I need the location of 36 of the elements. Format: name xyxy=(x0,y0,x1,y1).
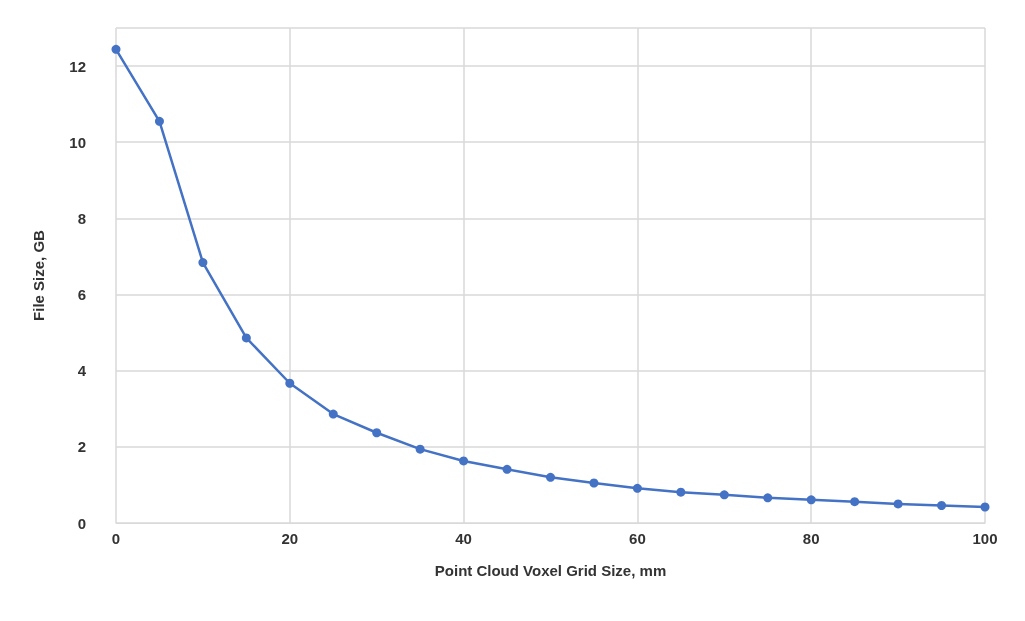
point xyxy=(893,499,903,509)
x-tick-label: 80 xyxy=(802,530,820,547)
y-axis-title: File Size, GB xyxy=(30,229,47,321)
point xyxy=(459,456,469,466)
point xyxy=(198,258,208,268)
y-tick-label: 0 xyxy=(77,514,86,532)
point xyxy=(546,472,555,482)
point xyxy=(328,409,338,419)
y-tick-label: 4 xyxy=(77,362,87,380)
x-tick-label: 60 xyxy=(629,530,646,547)
x-tick-label: 40 xyxy=(455,530,472,547)
point xyxy=(719,490,729,500)
y-tick-label: 10 xyxy=(69,133,86,151)
y-tick-label: 6 xyxy=(77,286,86,304)
point xyxy=(763,493,773,503)
x-tick-label: 100 xyxy=(972,530,998,547)
y-tick-label: 2 xyxy=(77,438,86,456)
point xyxy=(154,116,164,126)
point xyxy=(589,478,599,488)
x-tick-label: 20 xyxy=(281,530,299,547)
point xyxy=(502,464,512,474)
point xyxy=(806,495,816,505)
point xyxy=(850,497,860,507)
y-tick-label: 12 xyxy=(69,57,86,75)
point xyxy=(285,378,295,388)
point xyxy=(415,444,425,454)
x-axis-title: Point Cloud Voxel Grid Size, mm xyxy=(434,562,667,579)
point xyxy=(937,500,947,510)
point xyxy=(980,502,990,512)
point xyxy=(676,487,686,497)
x-tick-label: 0 xyxy=(111,530,121,547)
point xyxy=(241,333,251,343)
point xyxy=(372,428,382,438)
point xyxy=(632,483,642,493)
point xyxy=(111,44,121,54)
y-tick-label: 8 xyxy=(77,209,86,227)
